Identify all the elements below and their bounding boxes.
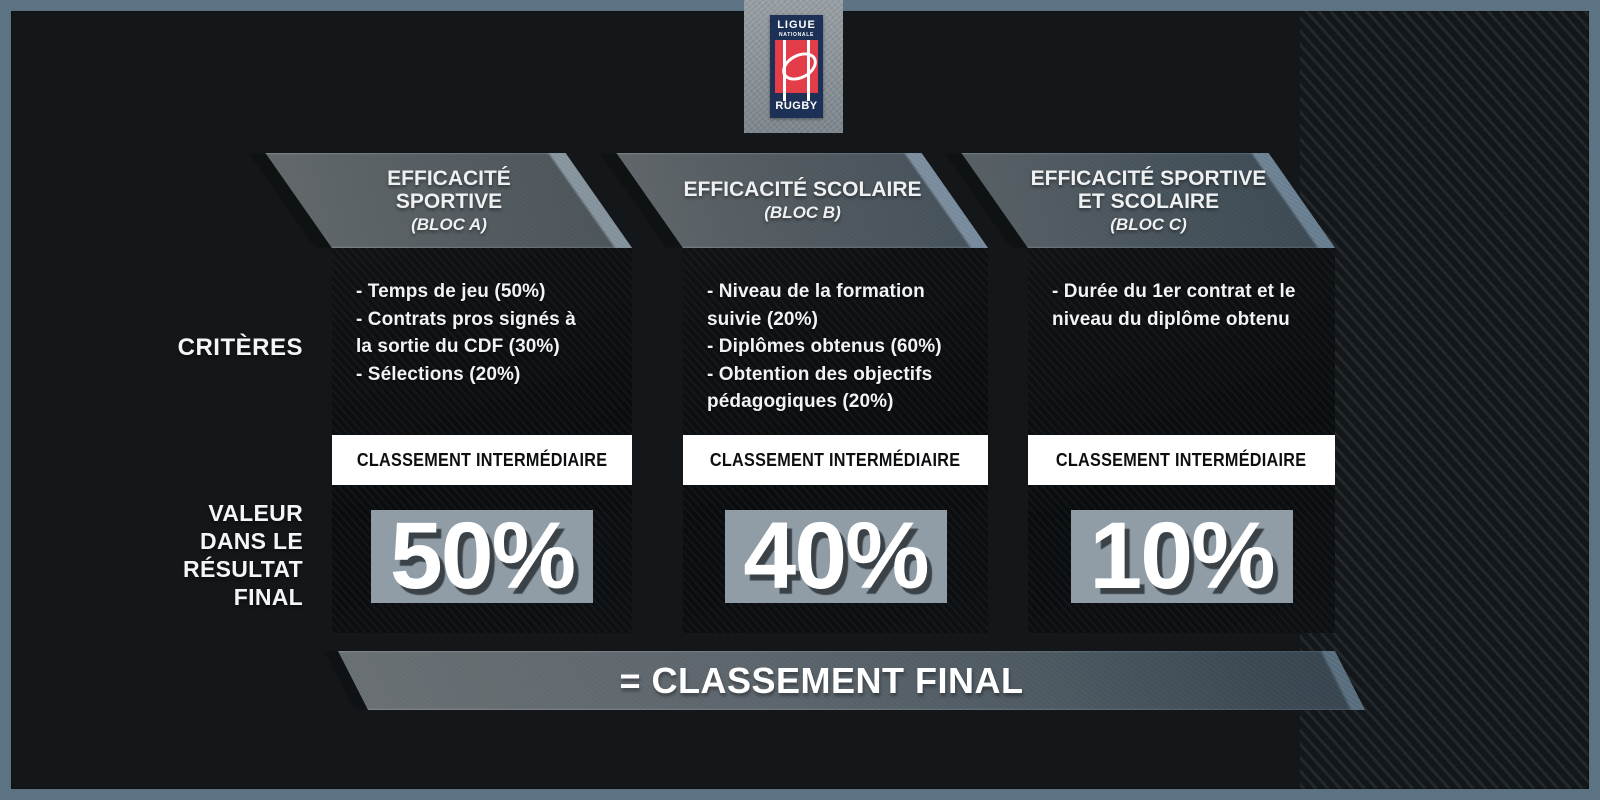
final-weight-value-bloc-c: 10%	[1089, 503, 1275, 609]
intermediate-ranking-label-bloc-c: CLASSEMENT INTERMÉDIAIRE	[1056, 449, 1307, 470]
intermediate-ranking-label-bloc-b: CLASSEMENT INTERMÉDIAIRE	[710, 449, 961, 470]
header-title-bloc-b: EFFICACITÉ SCOLAIRE	[683, 178, 922, 201]
column-bloc-b: EFFICACITÉ SCOLAIRE (BLOC B) - Niveau de…	[616, 153, 988, 633]
logo-text-nationale: NATIONALE	[778, 32, 815, 38]
final-weight-box-bloc-c: 10%	[1070, 503, 1293, 609]
criteria-list-bloc-a: - Temps de jeu (50%) - Contrats pros sig…	[356, 281, 576, 385]
criteria-list-bloc-c: - Durée du 1er contrat et le niveau du d…	[1052, 281, 1296, 330]
intermediate-ranking-label-bloc-a: CLASSEMENT INTERMÉDIAIRE	[356, 449, 608, 470]
criteria-list-bloc-b: - Niveau de la formation suivie (20%) - …	[707, 281, 942, 412]
lnr-logo: LIGUE NATIONALE RUGBY	[770, 15, 823, 118]
header-bloc-c: EFFICACITÉ SPORTIVE ET SCOLAIRE (BLOC C)	[961, 153, 1335, 248]
logo-strip: LIGUE NATIONALE RUGBY	[744, 0, 843, 133]
final-weight-value-bloc-a: 50%	[389, 503, 576, 609]
intermediate-ranking-band-bloc-a: CLASSEMENT INTERMÉDIAIRE	[332, 435, 632, 485]
final-ranking-banner: = CLASSEMENT FINAL	[338, 651, 1366, 710]
logo-text-rugby: RUGBY	[775, 100, 818, 112]
final-weight-value-bloc-b: 40%	[743, 503, 929, 609]
header-subtitle-bloc-b: (BLOC B)	[764, 203, 841, 222]
column-bloc-a: EFFICACITÉ SPORTIVE (BLOC A) - Temps de …	[265, 153, 632, 633]
header-bloc-a: EFFICACITÉ SPORTIVE (BLOC A)	[265, 153, 632, 248]
final-weight-box-bloc-a: 50%	[371, 503, 593, 609]
final-ranking-label: = CLASSEMENT FINAL	[619, 659, 1024, 701]
goalpost-left-icon	[783, 40, 786, 101]
row-label-valeur-resultat-final: VALEUR DANS LE RÉSULTAT FINAL	[183, 500, 303, 610]
goalpost-right-icon	[807, 40, 810, 101]
header-subtitle-bloc-a: (BLOC A)	[411, 214, 487, 234]
header-bloc-b: EFFICACITÉ SCOLAIRE (BLOC B)	[616, 153, 988, 248]
header-subtitle-bloc-c: (BLOC C)	[1110, 214, 1187, 234]
logo-text-ligue: LIGUE	[777, 19, 816, 31]
header-title-bloc-a: EFFICACITÉ SPORTIVE	[387, 166, 511, 213]
intermediate-ranking-band-bloc-c: CLASSEMENT INTERMÉDIAIRE	[1028, 435, 1335, 485]
intermediate-ranking-band-bloc-b: CLASSEMENT INTERMÉDIAIRE	[683, 435, 988, 485]
row-label-criteres: CRITÈRES	[177, 334, 303, 361]
rugby-goalpost-ball-icon	[775, 40, 822, 101]
header-title-bloc-c: EFFICACITÉ SPORTIVE ET SCOLAIRE	[1030, 166, 1267, 213]
final-weight-box-bloc-b: 40%	[724, 503, 947, 609]
column-bloc-c: EFFICACITÉ SPORTIVE ET SCOLAIRE (BLOC C)…	[961, 153, 1335, 633]
